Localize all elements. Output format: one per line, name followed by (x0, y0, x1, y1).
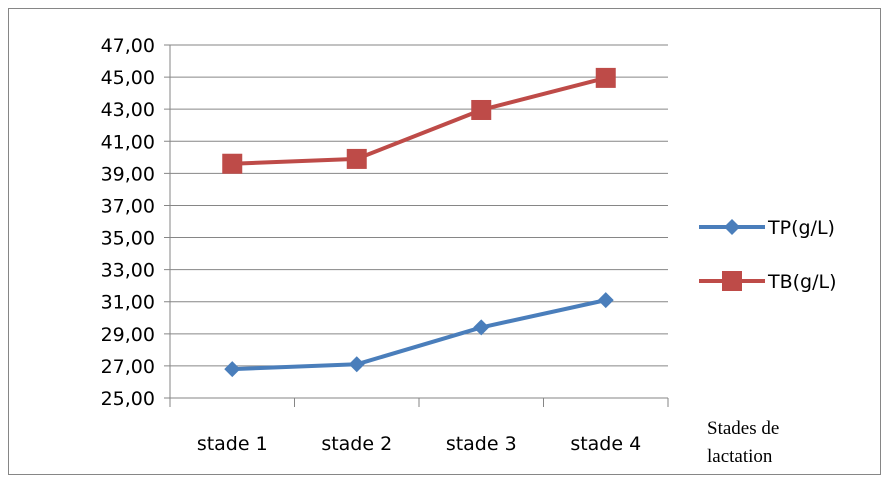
y-tick-label: 29,00 (101, 324, 155, 346)
data-point-diamond (224, 361, 241, 378)
legend: TP(g/L) TB(g/L) (699, 217, 837, 293)
legend-entry-2: TB(g/L) (699, 271, 837, 293)
data-point-square (595, 67, 616, 88)
data-point-diamond (473, 319, 490, 336)
series-layer (222, 67, 616, 378)
y-tick-label: 31,00 (101, 292, 155, 314)
data-point-square (346, 148, 367, 169)
x-tick-label: stade 1 (197, 433, 268, 455)
y-tick-label: 25,00 (101, 388, 155, 410)
y-tick-label: 45,00 (101, 67, 155, 89)
x-tick-label: stade 3 (446, 433, 517, 455)
x-tick-label: stade 4 (570, 433, 641, 455)
data-point-diamond (348, 356, 365, 373)
x-axis-title: Stades de lactation (707, 415, 877, 471)
chart-frame (8, 8, 881, 475)
y-tick-label: 43,00 (101, 99, 155, 121)
series-line (232, 75, 607, 166)
y-tick-label: 39,00 (101, 163, 155, 185)
x-tick-label: stade 2 (321, 433, 392, 455)
legend-entry-1: TP(g/L) (699, 217, 835, 239)
data-point-diamond (597, 292, 614, 309)
x-axis-title-line-1: Stades de (707, 418, 780, 439)
y-tick-label: 33,00 (101, 260, 155, 282)
x-axis: stade 1 stade 2 stade 3 stade 4 (169, 397, 669, 455)
series-line (232, 298, 607, 372)
y-axis: 25,00 27,00 29,00 31,00 33,00 35,00 37,00 39,00… (101, 35, 171, 410)
y-tick-label: 41,00 (101, 131, 155, 153)
legend-label: TP(g/L) (767, 217, 835, 239)
y-tick-label: 47,00 (101, 35, 155, 57)
legend-label: TB(g/L) (767, 271, 837, 293)
series-2 (222, 67, 616, 174)
legend-marker-square (722, 271, 742, 291)
legend-marker-diamond (724, 219, 740, 235)
y-tick-label: 27,00 (101, 356, 155, 378)
y-tick-label: 35,00 (101, 228, 155, 250)
y-tick-label: 37,00 (101, 195, 155, 217)
series-1 (224, 292, 614, 378)
data-point-square (471, 99, 492, 120)
x-axis-title-line-2: lactation (707, 446, 773, 467)
data-point-square (222, 153, 243, 174)
